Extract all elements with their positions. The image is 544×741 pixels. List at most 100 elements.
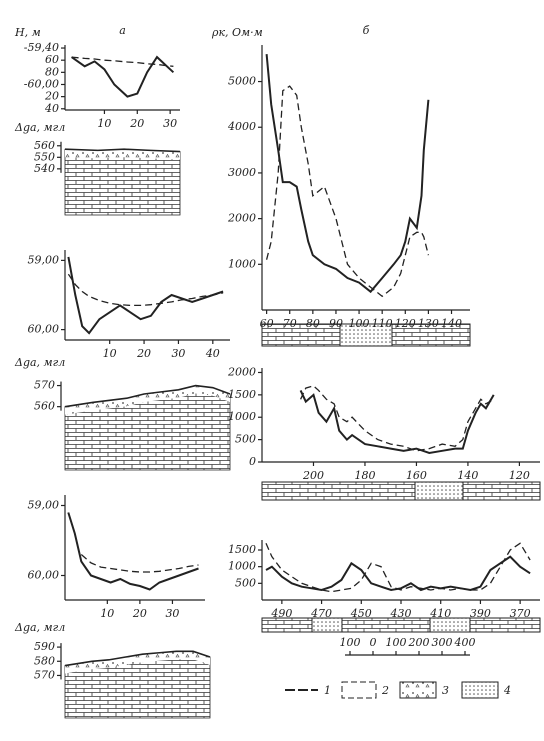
x-tick-label: 120 [509, 469, 530, 482]
x-tick-label: 30 [171, 347, 185, 360]
surface-line [64, 384, 231, 408]
y-tick-label: 570 [34, 379, 55, 392]
y-tick-label: 580 [34, 654, 55, 667]
y-tick-label: 540 [34, 162, 55, 175]
x-tick-label: 140 [457, 469, 478, 482]
x-tick-label: 430 [390, 607, 412, 620]
panel-title: а [119, 24, 126, 37]
y-tick-label: 560 [34, 400, 55, 413]
legend-label: 2 [381, 684, 389, 697]
data-line [265, 85, 430, 298]
x-tick-label: 40 [205, 347, 220, 360]
scale-label: 300 [432, 636, 453, 649]
legend-label: 4 [503, 684, 511, 697]
data-line [265, 555, 531, 592]
y-tick-label: 3000 [228, 166, 256, 179]
cover-deposit [65, 385, 230, 415]
x-tick-label: 10 [103, 347, 117, 360]
y-tick-label: 80 [45, 65, 59, 78]
y-tick-label: 1000 [228, 257, 256, 270]
cover-deposit [65, 149, 180, 160]
x-tick-label: 140 [441, 317, 462, 330]
x-tick-label: 90 [329, 317, 343, 330]
y-tick-label: 2000 [227, 365, 256, 378]
legend-symbol [341, 681, 377, 699]
y-tick-label: 2000 [227, 212, 256, 225]
y-tick-label: 5000 [228, 75, 256, 88]
y-axis-label: ρк, Ом·м [211, 26, 263, 39]
y-tick-label: 1500 [228, 388, 256, 401]
scale-label: 400 [454, 636, 476, 649]
x-tick-label: 60 [260, 317, 274, 330]
x-tick-label: 70 [283, 317, 297, 330]
x-tick-label: 370 [510, 607, 531, 620]
surface-line [64, 650, 211, 667]
x-tick-label: 120 [395, 317, 416, 330]
y-tick-label: 59,00 [28, 253, 60, 266]
data-line [300, 385, 495, 452]
data-line [67, 273, 224, 307]
x-tick-label: 20 [136, 347, 151, 360]
x-tick-label: 160 [406, 469, 427, 482]
y-tick-label: 1500 [228, 543, 256, 556]
legend-label: 1 [324, 684, 331, 697]
y-tick-label: -60,00 [24, 77, 59, 90]
cover-deposit [65, 651, 210, 674]
x-tick-label: 490 [270, 607, 292, 620]
y-tick-label: 59,00 [28, 499, 60, 512]
x-tick-label: 10 [100, 607, 114, 620]
data-line [67, 512, 199, 591]
data-line [265, 54, 430, 294]
y-tick-label: 1000 [228, 560, 256, 573]
y-axis-label: Δga, мгл [14, 621, 65, 634]
scale-label: 200 [408, 636, 430, 649]
y-tick-label: 550 [34, 150, 55, 163]
y-tick-label: 60 [45, 53, 59, 66]
y-tick-label: 0 [249, 455, 256, 468]
x-tick-label: 450 [350, 607, 372, 620]
x-tick-label: 100 [349, 317, 370, 330]
y-tick-label: 60,00 [28, 323, 60, 336]
legend-symbol [399, 681, 437, 699]
data-line [299, 389, 495, 455]
x-tick-label: 20 [132, 607, 147, 620]
rock-section [64, 148, 181, 216]
x-tick-label: 390 [470, 607, 491, 620]
x-tick-label: 180 [354, 469, 375, 482]
data-line [67, 256, 224, 335]
y-tick-label: 1000 [228, 410, 256, 423]
x-tick-label: 110 [372, 317, 393, 330]
y-axis-label: H, м [14, 26, 41, 39]
y-axis-label: Δga, мгл [14, 356, 65, 369]
scale-label: 100 [386, 636, 407, 649]
scale-label: 100 [340, 636, 361, 649]
data-line [265, 542, 531, 593]
data-line [71, 56, 174, 67]
data-line [80, 554, 199, 573]
x-tick-label: 30 [165, 607, 179, 620]
y-tick-label: 20 [44, 90, 59, 103]
y-tick-label: 590 [34, 640, 55, 653]
surface-line [64, 148, 181, 153]
x-tick-label: 10 [97, 117, 111, 130]
y-tick-label: 40 [44, 102, 59, 115]
x-tick-label: 20 [129, 117, 144, 130]
x-tick-label: 200 [302, 469, 324, 482]
scale-label: 0 [370, 636, 377, 649]
y-tick-label: 570 [34, 668, 55, 681]
y-tick-label: 560 [34, 139, 55, 152]
y-tick-label: 500 [235, 433, 256, 446]
y-tick-label: 4000 [227, 120, 256, 133]
legend: 1 2 3 4 [285, 681, 511, 699]
x-tick-label: 470 [310, 607, 332, 620]
x-tick-label: 30 [163, 117, 177, 130]
x-tick-label: 410 [429, 607, 451, 620]
y-tick-label: 60,00 [28, 569, 60, 582]
data-line [71, 55, 175, 98]
x-tick-label: 130 [418, 317, 439, 330]
legend-label: 3 [442, 684, 449, 697]
strata-strip [261, 323, 541, 633]
legend-symbol [461, 681, 499, 699]
panel-title: б [363, 24, 370, 37]
y-tick-label: -59,40 [24, 41, 59, 54]
